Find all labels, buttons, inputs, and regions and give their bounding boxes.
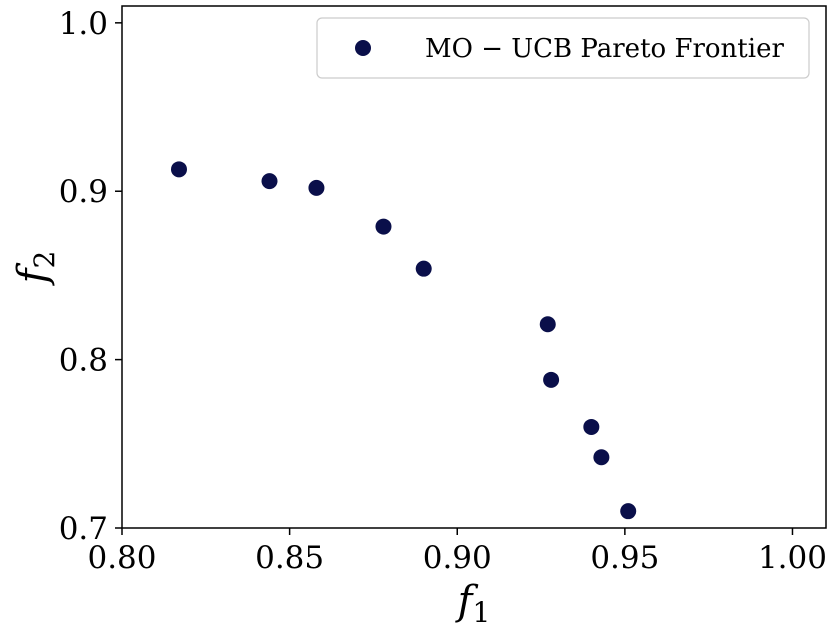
plot-frame (121, 5, 827, 529)
y-tick-label: 0.7 (59, 511, 108, 547)
plot-area (121, 5, 827, 529)
y-tick-label: 0.9 (59, 174, 108, 210)
x-axis: 0.80 0.85 0.90 0.95 1.00 (87, 528, 827, 576)
data-point (583, 418, 600, 435)
data-point (170, 161, 187, 178)
x-tick-label: 0.90 (423, 540, 492, 576)
data-point (620, 503, 637, 520)
data-point (543, 371, 560, 388)
data-point (308, 179, 325, 196)
x-tick-label: 1.00 (758, 540, 827, 576)
x-tick-label: 0.95 (590, 540, 659, 576)
x-axis-label-sub: 1 (472, 596, 490, 626)
data-point (593, 449, 610, 466)
legend-box (316, 17, 810, 79)
y-tick-label: 0.8 (59, 343, 108, 379)
x-tick-label: 0.80 (87, 540, 156, 576)
data-points (170, 161, 637, 520)
y-axis-label: f2 (10, 251, 61, 287)
legend-marker (355, 40, 371, 56)
legend: MO − UCB Pareto Frontier (316, 17, 810, 79)
data-point (375, 218, 392, 235)
y-axis: 0.7 0.8 0.9 1.0 (59, 6, 122, 547)
x-axis-label: f1 (455, 578, 491, 626)
data-point (261, 173, 278, 190)
data-point (415, 260, 432, 277)
y-axis-label-sub: 2 (28, 251, 61, 269)
legend-label: MO − UCB Pareto Frontier (425, 34, 784, 64)
data-point (539, 316, 556, 333)
x-tick-label: 0.85 (255, 540, 324, 576)
y-tick-label: 1.0 (59, 6, 108, 42)
